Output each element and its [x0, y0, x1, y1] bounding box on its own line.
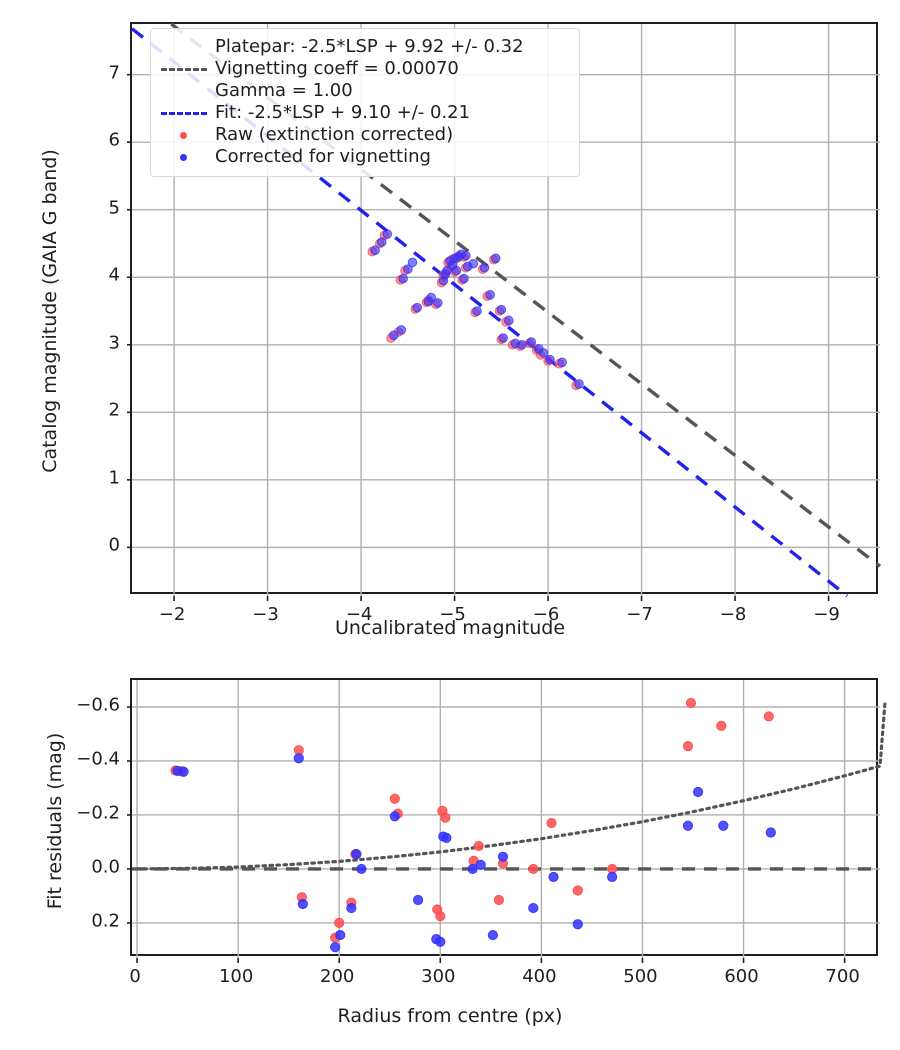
- legend-entry-label: Vignetting coeff = 0.00070: [215, 58, 459, 79]
- legend-box: Platepar: -2.5*LSP + 9.92 +/- 0.32 Vignet…: [150, 28, 580, 177]
- top-y-axis-label: Catalog magnitude (GAIA G band): [39, 149, 61, 473]
- y-tick-label: 7: [108, 62, 120, 84]
- x-tick-label: 600: [724, 966, 759, 987]
- legend-entry: Raw (extinction corrected): [161, 124, 569, 146]
- scatter-series-1: [172, 753, 776, 953]
- scatter-series-1: [370, 229, 584, 389]
- x-tick-label: 500: [623, 966, 658, 987]
- photometric-calibration-canvas: [127, 22, 882, 601]
- bottom-x-axis-label: Radius from centre (px): [337, 1005, 563, 1027]
- fit-residuals-plot: [127, 678, 887, 963]
- x-tick-label: 200: [320, 966, 355, 987]
- legend-entry-label: Fit: -2.5*LSP + 9.10 +/- 0.21: [215, 102, 471, 123]
- legend-dashed-grey-line-icon: [161, 58, 207, 80]
- x-tick-label: −3: [252, 604, 279, 625]
- x-tick-label: −4: [345, 604, 373, 625]
- plot-line-1: [135, 699, 887, 871]
- legend-entry-label: Gamma = 1.00: [215, 80, 353, 101]
- legend-empty-key: [161, 80, 207, 102]
- y-tick-label: 0: [108, 534, 120, 556]
- y-tick-label: 1: [108, 467, 120, 489]
- x-tick-label: −5: [439, 604, 466, 625]
- x-tick-label: 700: [825, 966, 860, 987]
- top-x-axis-label: Uncalibrated magnitude: [334, 617, 566, 639]
- legend-entry: Platepar: -2.5*LSP + 9.92 +/- 0.32: [161, 36, 569, 58]
- legend-entry-label: Corrected for vignetting: [215, 146, 431, 167]
- fit-residuals-canvas: [127, 680, 887, 963]
- y-tick-label: −0.4: [76, 748, 120, 770]
- legend-blue-dot-icon: [161, 146, 207, 168]
- x-tick-label: −9: [813, 604, 840, 625]
- x-tick-label: 100: [218, 966, 254, 987]
- legend-empty-key: [161, 36, 207, 58]
- legend-dashed-blue-line-icon: [161, 102, 207, 124]
- x-tick-label: 400: [522, 966, 557, 987]
- x-tick-label: 300: [421, 966, 456, 987]
- x-tick-label: −2: [158, 604, 186, 625]
- legend-red-dot-icon: [161, 124, 207, 146]
- y-tick-label: −0.2: [76, 802, 120, 824]
- legend-entry: Corrected for vignetting: [161, 146, 569, 168]
- grid-lines: [132, 680, 880, 958]
- legend-entry: Vignetting coeff = 0.00070: [161, 58, 569, 80]
- y-tick-label: 0.2: [91, 910, 120, 932]
- legend-entry-label: Raw (extinction corrected): [215, 124, 454, 145]
- legend-entry-label: Platepar: -2.5*LSP + 9.92 +/- 0.32: [215, 36, 524, 57]
- x-tick-label: −6: [532, 604, 560, 625]
- y-tick-label: −0.6: [76, 694, 120, 716]
- y-tick-label: 5: [108, 197, 120, 219]
- x-tick-label: 0: [129, 966, 141, 987]
- x-tick-label: −8: [719, 604, 747, 625]
- y-tick-label: 4: [108, 264, 120, 286]
- y-tick-label: 6: [108, 129, 120, 151]
- y-tick-label: 2: [108, 399, 120, 421]
- x-tick-label: −7: [626, 604, 653, 625]
- grid-lines: [132, 24, 880, 596]
- y-tick-label: 3: [108, 332, 120, 354]
- y-tick-label: 0.0: [91, 856, 120, 878]
- legend-entry: Gamma = 1.00: [161, 80, 569, 102]
- scatter-series-0: [170, 697, 774, 943]
- legend-entry: Fit: -2.5*LSP + 9.10 +/- 0.21: [161, 102, 569, 124]
